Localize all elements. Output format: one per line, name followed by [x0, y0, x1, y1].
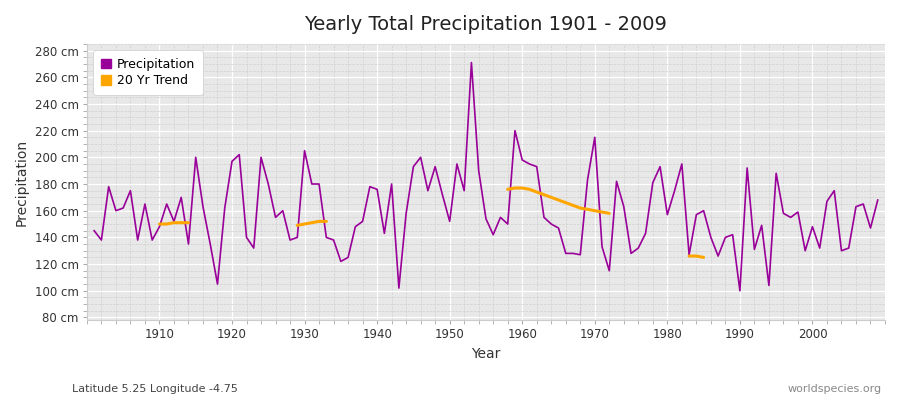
Y-axis label: Precipitation: Precipitation — [15, 138, 29, 226]
Legend: Precipitation, 20 Yr Trend: Precipitation, 20 Yr Trend — [93, 50, 202, 95]
Title: Yearly Total Precipitation 1901 - 2009: Yearly Total Precipitation 1901 - 2009 — [304, 15, 668, 34]
Text: Latitude 5.25 Longitude -4.75: Latitude 5.25 Longitude -4.75 — [72, 384, 238, 394]
Text: worldspecies.org: worldspecies.org — [788, 384, 882, 394]
X-axis label: Year: Year — [472, 347, 500, 361]
